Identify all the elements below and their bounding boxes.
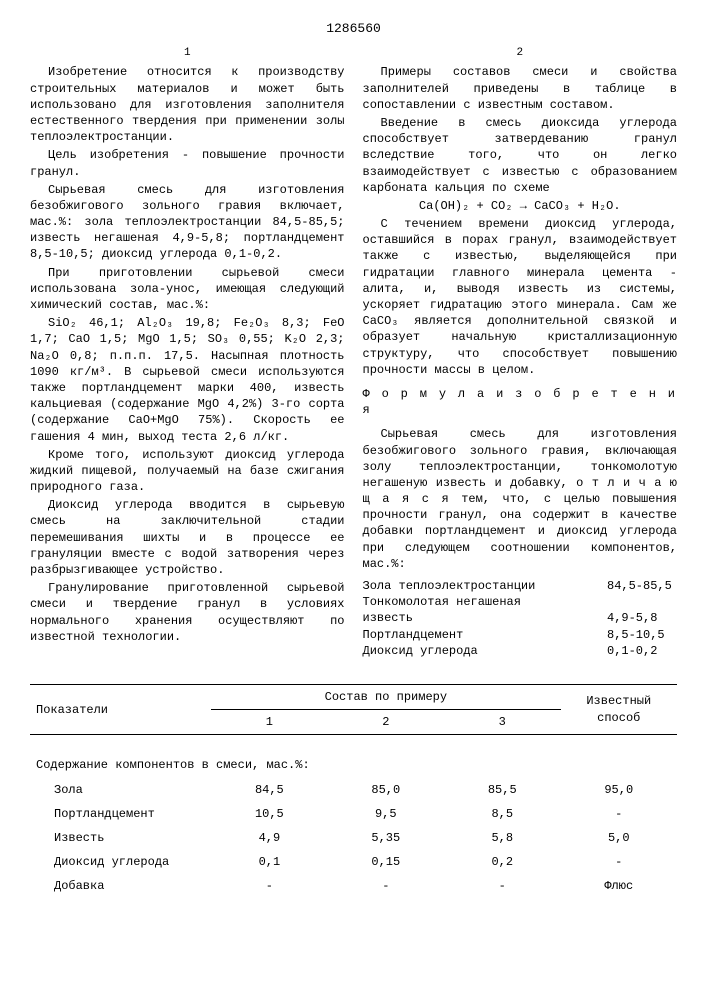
paragraph: Кроме того, используют диоксид углерода …: [30, 447, 345, 496]
paragraph: Сырьевая смесь для изготовления безобжиг…: [30, 182, 345, 263]
paragraph: Примеры составов смеси и свойства заполн…: [363, 64, 678, 113]
table-cell: Флюс: [561, 874, 677, 898]
table-cell: 85,5: [444, 778, 561, 802]
table-subheader: 1: [211, 710, 327, 735]
paragraph: SiO₂ 46,1; Al₂O₃ 19,8; Fe₂O₃ 8,3; FeO 1,…: [30, 315, 345, 445]
component-value: 0,1-0,2: [607, 643, 677, 659]
table-row: Добавка - - - Флюс: [30, 874, 677, 898]
table-cell-label: Зола: [30, 778, 211, 802]
table-cell: 95,0: [561, 778, 677, 802]
component-label: Тонкомолотая негашеная: [363, 594, 608, 610]
paragraph: Цель изобретения - повышение прочности г…: [30, 147, 345, 179]
table-cell: -: [211, 874, 327, 898]
table-cell: 8,5: [444, 802, 561, 826]
component-row: Зола теплоэлектростанции 84,5-85,5: [363, 578, 678, 594]
component-label: Диоксид углерода: [363, 643, 608, 659]
table-subheader: 3: [444, 710, 561, 735]
left-column: 1 Изобретение относится к производству с…: [30, 46, 345, 659]
table-cell: -: [444, 874, 561, 898]
paragraph: Введение в смесь диоксида углерода спосо…: [363, 115, 678, 196]
paragraph: Гранулирование приготовленной сырьевой с…: [30, 580, 345, 645]
table-cell: -: [561, 850, 677, 874]
document-number: 1286560: [30, 20, 677, 38]
table-row: Зола 84,5 85,0 85,5 95,0: [30, 778, 677, 802]
table-header-group: Состав по примеру: [211, 684, 560, 709]
component-value: [607, 594, 677, 610]
component-label: Портландцемент: [363, 627, 608, 643]
data-table: Показатели Состав по примеру Известный с…: [30, 684, 677, 899]
table-cell: 0,15: [328, 850, 444, 874]
table-cell: -: [561, 802, 677, 826]
table-cell-label: Добавка: [30, 874, 211, 898]
table-cell-label: Известь: [30, 826, 211, 850]
component-label: Зола теплоэлектростанции: [363, 578, 608, 594]
component-value: 4,9-5,8: [607, 610, 677, 626]
table-cell: 4,9: [211, 826, 327, 850]
table-row: Диоксид углерода 0,1 0,15 0,2 -: [30, 850, 677, 874]
table-cell: 84,5: [211, 778, 327, 802]
right-column: 2 Примеры составов смеси и свойства запо…: [363, 46, 678, 659]
paragraph: Изобретение относится к производству стр…: [30, 64, 345, 145]
left-column-number: 1: [30, 46, 345, 61]
table-cell: 0,2: [444, 850, 561, 874]
paragraph: При приготовлении сырьевой смеси использ…: [30, 265, 345, 314]
component-value: 8,5-10,5: [607, 627, 677, 643]
component-row: известь 4,9-5,8: [363, 610, 678, 626]
component-row: Портландцемент 8,5-10,5: [363, 627, 678, 643]
table-cell: 0,1: [211, 850, 327, 874]
table-header-indicator: Показатели: [30, 684, 211, 734]
table-cell-label: Диоксид углерода: [30, 850, 211, 874]
paragraph: Сырьевая смесь для изготовления безобжиг…: [363, 426, 678, 572]
table-cell: 9,5: [328, 802, 444, 826]
table-subheader: 2: [328, 710, 444, 735]
table-cell: 85,0: [328, 778, 444, 802]
right-column-number: 2: [363, 46, 678, 61]
component-row: Тонкомолотая негашеная: [363, 594, 678, 610]
table-cell: -: [328, 874, 444, 898]
paragraph: С течением времени диоксид углерода, ост…: [363, 216, 678, 378]
claim-heading: Ф о р м у л а и з о б р е т е н и я: [363, 386, 678, 418]
paragraph: Диоксид углерода вводится в сырьевую сме…: [30, 497, 345, 578]
component-label: известь: [363, 610, 608, 626]
table-cell: 5,0: [561, 826, 677, 850]
component-value: 84,5-85,5: [607, 578, 677, 594]
table-cell: 5,35: [328, 826, 444, 850]
table-row: Известь 4,9 5,35 5,8 5,0: [30, 826, 677, 850]
components-list: Зола теплоэлектростанции 84,5-85,5 Тонко…: [363, 578, 678, 659]
table-section-title: Содержание компонентов в смеси, мас.%:: [30, 753, 677, 777]
table-cell: 5,8: [444, 826, 561, 850]
component-row: Диоксид углерода 0,1-0,2: [363, 643, 678, 659]
table-cell-label: Портландцемент: [30, 802, 211, 826]
table-cell: 10,5: [211, 802, 327, 826]
chemical-formula: Ca(OH)₂ + CO₂ → CaCO₃ + H₂O.: [363, 198, 678, 214]
table-row: Портландцемент 10,5 9,5 8,5 -: [30, 802, 677, 826]
two-column-body: 1 Изобретение относится к производству с…: [30, 46, 677, 659]
table-header-known: Известный способ: [561, 684, 677, 734]
